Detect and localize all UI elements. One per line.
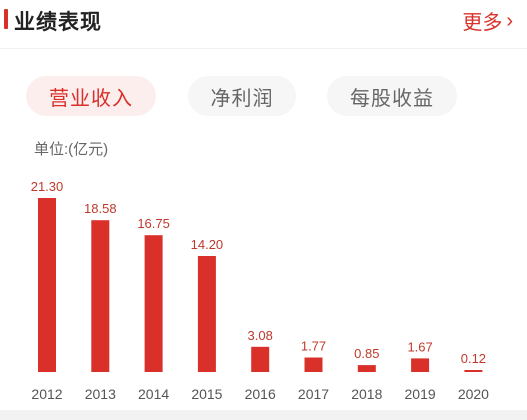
value-label-2016: 3.08 — [248, 328, 273, 343]
value-label-2014: 16.75 — [137, 216, 170, 231]
revenue-bar-chart: 21.30 2012 18.58 2013 16.75 2014 14.20 2015 3.08… — [31, 179, 489, 402]
section-title: 业绩表现 — [14, 11, 102, 34]
bar-2016[interactable] — [251, 346, 270, 372]
value-label-2019: 1.67 — [407, 339, 432, 354]
tab-net-profit-label: 净利润 — [210, 87, 274, 110]
value-label-2020: 0.12 — [461, 351, 486, 366]
x-tick-2014: 2014 — [138, 386, 169, 402]
x-tick-2018: 2018 — [351, 386, 382, 402]
x-tick-2015: 2015 — [191, 386, 222, 402]
x-tick-2016: 2016 — [245, 386, 276, 402]
bar-2019[interactable] — [411, 358, 430, 372]
value-label-2018: 0.85 — [354, 346, 379, 361]
bar-2013[interactable] — [91, 220, 110, 372]
bottom-strip — [0, 410, 527, 420]
x-tick-2012: 2012 — [31, 386, 62, 402]
bar-2012[interactable] — [38, 198, 56, 372]
section-header: 业绩表现 更多 › — [0, 0, 527, 44]
x-tick-2017: 2017 — [298, 386, 329, 402]
title-accent-bar — [4, 9, 8, 29]
header-divider — [0, 48, 527, 49]
value-label-2013: 18.58 — [84, 201, 117, 216]
tab-eps[interactable]: 每股收益 — [327, 76, 457, 116]
chevron-right-icon: › — [506, 9, 513, 32]
more-label: 更多 — [462, 12, 503, 34]
tab-net-profit[interactable]: 净利润 — [188, 76, 296, 116]
value-label-2012: 21.30 — [31, 179, 64, 194]
tab-revenue[interactable]: 营业收入 — [26, 76, 156, 116]
x-tick-2019: 2019 — [405, 386, 436, 402]
x-tick-2020: 2020 — [458, 386, 489, 402]
more-link[interactable]: 更多 › — [462, 6, 513, 35]
x-tick-2013: 2013 — [85, 386, 116, 402]
tab-revenue-label: 营业收入 — [49, 87, 133, 110]
bar-2017[interactable] — [304, 357, 323, 373]
bar-2015[interactable] — [197, 256, 216, 372]
tab-eps-label: 每股收益 — [350, 87, 434, 110]
bar-2014[interactable] — [144, 235, 163, 372]
value-label-2015: 14.20 — [191, 237, 224, 252]
metric-tabs: 营业收入 净利润 每股收益 — [0, 72, 527, 122]
bar-2020[interactable] — [464, 370, 483, 372]
unit-label: 单位:(亿元) — [34, 141, 109, 158]
value-label-2017: 1.77 — [301, 339, 326, 354]
bar-2018[interactable] — [357, 365, 376, 372]
